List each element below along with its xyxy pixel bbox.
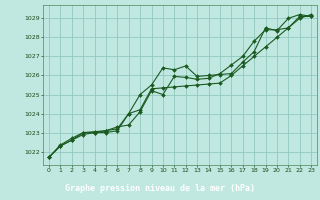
Text: Graphe pression niveau de la mer (hPa): Graphe pression niveau de la mer (hPa) — [65, 184, 255, 193]
